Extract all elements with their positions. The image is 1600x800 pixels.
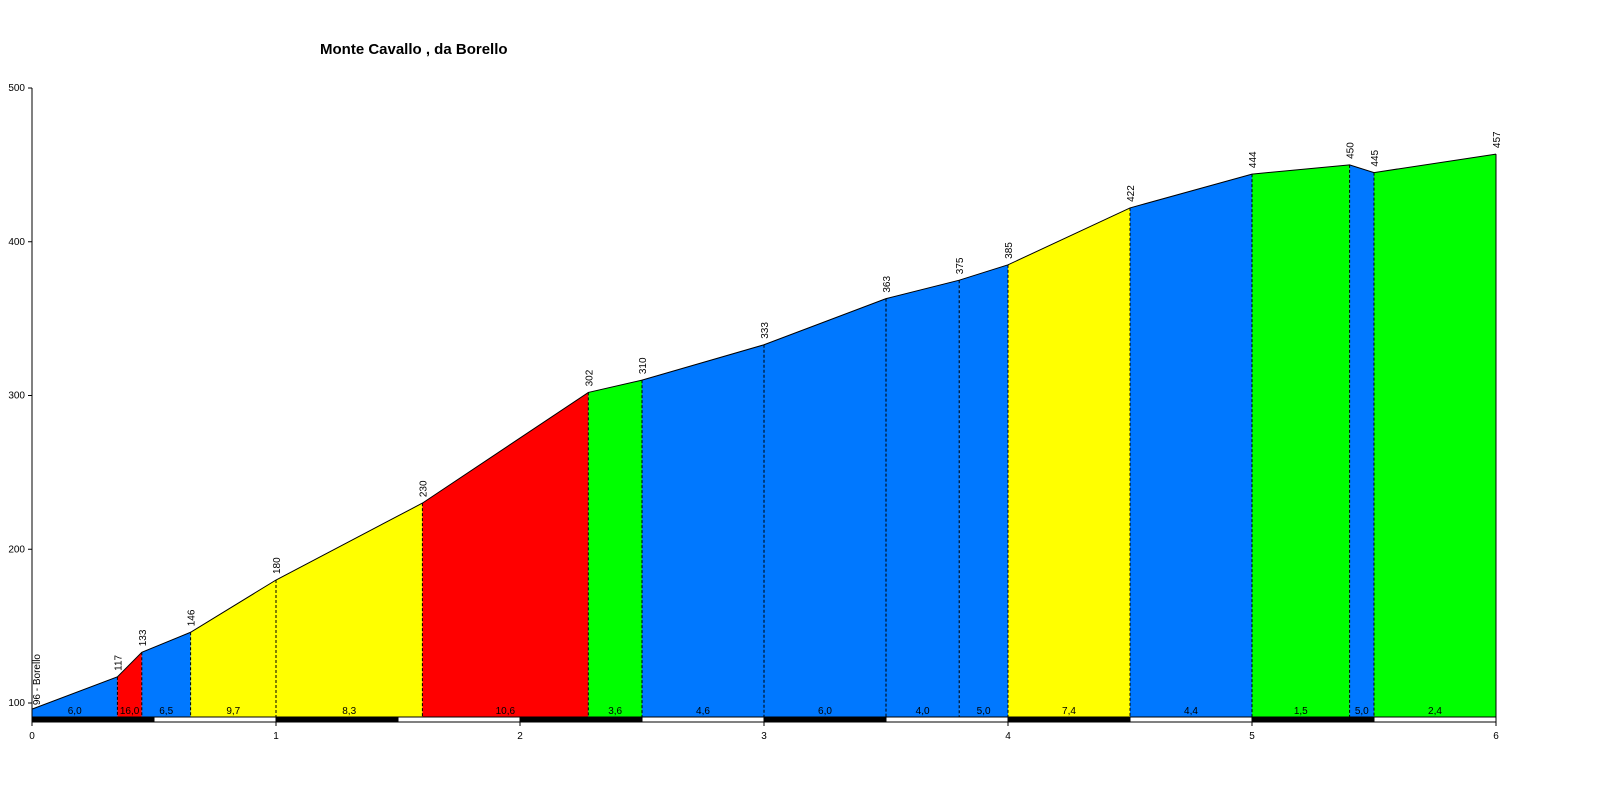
elevation-label: 444 xyxy=(1248,151,1259,168)
gradient-label: 8,3 xyxy=(342,706,356,717)
segment-area xyxy=(886,280,960,717)
elevation-label: 363 xyxy=(882,276,893,293)
elevation-label: 180 xyxy=(272,557,283,574)
gradient-label: 16,0 xyxy=(120,706,140,717)
chart-title: Monte Cavallo , da Borello xyxy=(320,41,508,58)
scale-bar-block xyxy=(31,716,155,723)
scale-bar-block xyxy=(275,716,399,723)
gradient-label: 10,6 xyxy=(496,706,516,717)
elevation-label: 375 xyxy=(955,257,966,274)
scale-bar-block xyxy=(1373,716,1497,723)
segment-area xyxy=(1130,174,1252,718)
elevation-labels: 117 133 146 180 230 302 310 333 363 375 385 422 444 4… xyxy=(32,131,1503,705)
scale-bar-block xyxy=(1129,716,1253,723)
scale-bar-block xyxy=(885,716,1009,723)
axes: 100 200 300 400 500 0 1 2 3 4 5 6 xyxy=(8,83,1499,742)
gradient-label: 4,4 xyxy=(1184,706,1198,717)
segment-area xyxy=(642,344,764,717)
gradient-label: 4,0 xyxy=(916,706,930,717)
scale-bar-block xyxy=(641,716,765,723)
segment-area xyxy=(117,652,142,717)
x-tick-label: 4 xyxy=(1005,731,1011,742)
segment-area xyxy=(1252,164,1350,717)
scale-bar-block xyxy=(763,716,887,723)
x-tick-label: 5 xyxy=(1249,731,1255,742)
x-tick-label: 2 xyxy=(517,731,523,742)
x-tick-label: 3 xyxy=(761,731,767,742)
gradient-label: 7,4 xyxy=(1062,706,1076,717)
gradient-label: 5,0 xyxy=(977,706,991,717)
gradient-label: 6,5 xyxy=(159,706,173,717)
y-tick-label: 100 xyxy=(8,698,25,709)
segment-area xyxy=(190,580,276,717)
segment-area xyxy=(1374,154,1496,718)
start-label: 96 - Borello xyxy=(32,654,43,706)
segment-area xyxy=(1008,207,1130,718)
scale-bar-block xyxy=(519,716,643,723)
elevation-label: 422 xyxy=(1126,185,1137,202)
x-tick-label: 0 xyxy=(29,731,35,742)
elevation-label: 146 xyxy=(187,609,198,626)
segment-area xyxy=(32,676,118,717)
gradient-label: 9,7 xyxy=(226,706,240,717)
elevation-label: 117 xyxy=(113,654,124,670)
y-tick-label: 300 xyxy=(8,391,25,402)
scale-bar-block xyxy=(1251,716,1375,723)
gradient-label: 5,0 xyxy=(1355,706,1369,717)
gradient-labels: 6,0 16,0 6,5 9,7 8,3 10,6 3,6 4,6 6,0 4,0 5,0 7,4 4,… xyxy=(68,706,1443,717)
gradient-label: 2,4 xyxy=(1428,706,1442,717)
segment-area xyxy=(422,392,589,717)
elevation-label: 302 xyxy=(584,369,595,386)
y-tick-label: 500 xyxy=(8,83,25,94)
elevation-label: 457 xyxy=(1492,131,1503,148)
scale-bar-block xyxy=(397,716,521,723)
segment-area xyxy=(764,298,886,717)
elevation-label: 230 xyxy=(418,480,429,497)
x-tick-label: 6 xyxy=(1493,731,1499,742)
gradient-label: 6,0 xyxy=(68,706,82,717)
y-tick-label: 400 xyxy=(8,237,25,248)
elevation-label: 310 xyxy=(638,357,649,374)
scale-bar-block xyxy=(1007,716,1131,723)
gradient-label: 4,6 xyxy=(696,706,710,717)
segment-area xyxy=(1349,164,1374,717)
gradient-segments xyxy=(32,154,1496,718)
scale-bar-block xyxy=(153,716,277,723)
segment-area xyxy=(588,380,642,717)
gradient-label: 1,5 xyxy=(1294,706,1308,717)
gradient-label: 3,6 xyxy=(608,706,622,717)
y-tick-label: 200 xyxy=(8,544,25,555)
x-tick-label: 1 xyxy=(273,731,279,742)
elevation-label: 445 xyxy=(1370,149,1381,166)
segment-area xyxy=(276,503,423,717)
segment-area xyxy=(141,632,191,717)
gradient-label: 6,0 xyxy=(818,706,832,717)
segment-area xyxy=(959,264,1008,717)
elevation-label: 450 xyxy=(1346,142,1357,159)
segment-dividers xyxy=(116,154,1497,717)
elevation-label: 133 xyxy=(138,629,149,646)
elevation-label: 333 xyxy=(760,322,771,339)
profile-outline xyxy=(31,153,1497,710)
profile-line xyxy=(31,153,1497,710)
elevation-label: 385 xyxy=(1004,242,1015,259)
